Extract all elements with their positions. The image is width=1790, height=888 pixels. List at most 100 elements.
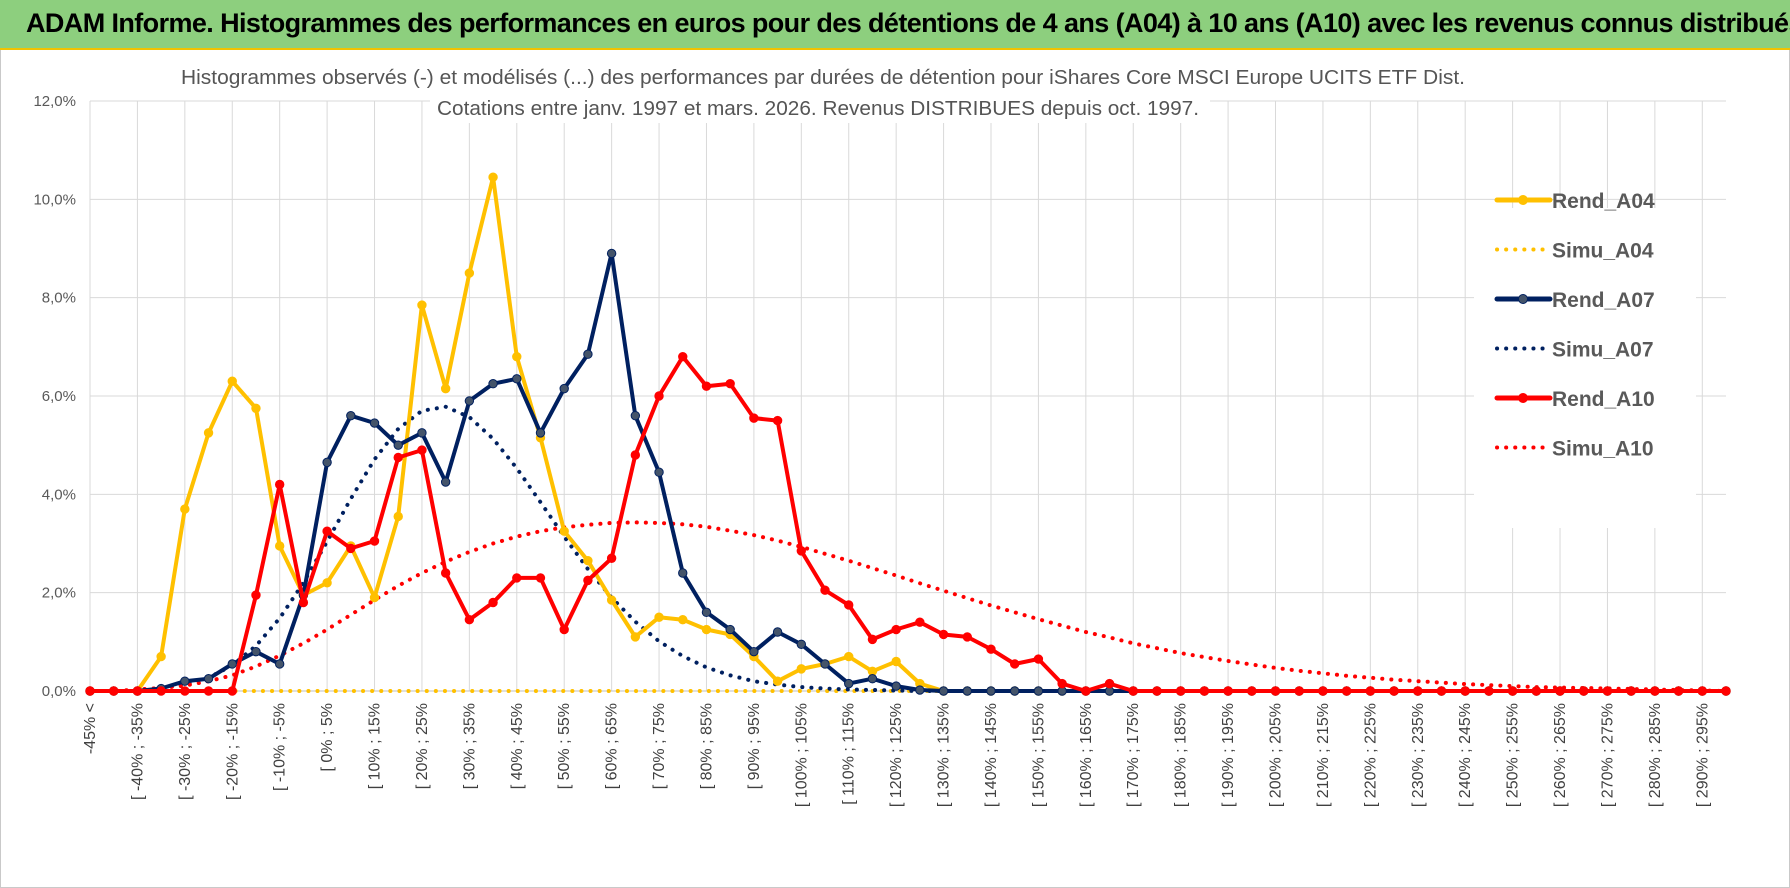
performance-histogram-chart: 0,0% 2,0% 4,0% 6,0% 8,0% 10,0% 12,0% -45% < [ -… <box>33 64 1731 807</box>
data-point-rend-a10 <box>1318 686 1328 696</box>
x-tick-label: [ -20% ; -15% <box>224 703 241 800</box>
data-point-rend-a10 <box>606 553 617 563</box>
data-point-rend-a07 <box>678 568 688 578</box>
x-tick-label: [ 180% ; 185% <box>1173 703 1190 807</box>
x-tick-label: [ 120% ; 125% <box>888 703 905 807</box>
data-point-rend-a07 <box>417 428 427 438</box>
data-point-rend-a10 <box>1531 686 1542 696</box>
data-point-rend-a07 <box>701 607 712 618</box>
data-point-rend-a04 <box>678 615 688 625</box>
data-point-rend-a10 <box>796 546 807 556</box>
data-point-rend-a07 <box>915 685 925 695</box>
data-point-rend-a07 <box>369 418 380 428</box>
x-tick-label: [ 220% ; 225% <box>1362 703 1379 807</box>
x-tick-label: [ -10% ; -5% <box>272 703 289 791</box>
data-point-rend-a04 <box>583 556 593 566</box>
chart-title: Histogrammes observés (-) et modélisés (… <box>181 67 1465 89</box>
data-point-rend-a10 <box>678 351 688 362</box>
data-point-rend-a04 <box>796 664 807 674</box>
x-tick-label: [ 70% ; 75% <box>651 703 668 789</box>
data-point-rend-a10 <box>1152 686 1162 696</box>
data-point-rend-a04 <box>772 676 783 686</box>
data-point-rend-a07 <box>630 410 641 421</box>
series-line-rend-a10 <box>88 354 1728 693</box>
data-point-rend-a07 <box>867 674 878 684</box>
data-point-rend-a10 <box>1081 686 1091 696</box>
data-point-rend-a07 <box>938 686 949 696</box>
x-tick-label: [ -40% ; -35% <box>129 703 146 800</box>
data-point-rend-a07 <box>725 624 735 635</box>
data-point-rend-a10 <box>1033 654 1044 664</box>
x-tick-label: [ 30% ; 35% <box>461 703 478 789</box>
data-point-rend-a04 <box>156 651 166 662</box>
x-tick-label: [ -30% ; -25% <box>177 703 194 800</box>
data-point-rend-a07 <box>464 396 475 406</box>
title-background <box>172 64 1474 92</box>
data-point-rend-a07 <box>535 428 546 438</box>
title-banner: ADAM Informe. Histogrammes des performan… <box>0 0 1790 50</box>
data-point-rend-a10 <box>1294 686 1304 696</box>
data-point-rend-a10 <box>488 597 498 608</box>
data-point-rend-a10 <box>1602 686 1613 696</box>
data-point-rend-a10 <box>1199 686 1210 696</box>
data-point-rend-a07 <box>606 248 617 259</box>
data-point-rend-a10 <box>1389 686 1399 696</box>
legend-label-rend-a07: Rend_A07 <box>1552 289 1655 312</box>
x-tick-label: [ 230% ; 235% <box>1410 703 1427 807</box>
data-point-rend-a10 <box>962 632 972 642</box>
data-point-rend-a10 <box>1579 686 1589 696</box>
data-point-rend-a10 <box>1650 686 1660 696</box>
data-point-rend-a10 <box>820 585 830 595</box>
x-tick-label: [ 190% ; 195% <box>1220 703 1237 807</box>
data-point-rend-a07 <box>488 379 498 389</box>
data-point-rend-a10 <box>1460 686 1470 696</box>
x-tick-label: [ 20% ; 25% <box>414 703 431 789</box>
x-tick-label: [ 150% ; 155% <box>1030 703 1047 807</box>
legend-label-rend-a10: Rend_A10 <box>1552 388 1655 411</box>
data-point-rend-a04 <box>512 351 522 362</box>
data-point-rend-a07 <box>844 678 854 689</box>
data-point-rend-a04 <box>180 504 190 514</box>
x-tick-label: [ 140% ; 145% <box>983 703 1000 807</box>
y-tick-label: 2,0% <box>42 585 76 602</box>
data-point-rend-a07 <box>772 627 783 637</box>
data-point-rend-a10 <box>1436 686 1447 696</box>
x-tick-label: -45% < <box>82 703 99 754</box>
data-point-rend-a10 <box>1413 686 1423 696</box>
x-tick-label: [ 60% ; 65% <box>604 703 621 789</box>
data-point-rend-a04 <box>488 172 498 182</box>
data-point-rend-a10 <box>535 573 546 583</box>
data-point-rend-a04 <box>891 656 901 667</box>
legend: Rend_A04 Simu_A04 Rend_A07 Simu_A07 Rend_A10… <box>1474 190 1696 528</box>
data-point-rend-a04 <box>227 376 237 386</box>
data-point-rend-a10 <box>772 415 783 426</box>
data-point-rend-a10 <box>132 686 143 696</box>
data-point-rend-a10 <box>654 391 664 401</box>
x-tick-label: [ 290% ; 295% <box>1694 703 1711 807</box>
data-point-rend-a07 <box>274 659 285 669</box>
legend-background <box>1474 208 1696 528</box>
data-point-rend-a10 <box>1721 686 1731 696</box>
chart-subtitle: Cotations entre janv. 1997 et mars. 2026… <box>437 98 1199 120</box>
data-point-rend-a10 <box>1484 686 1494 696</box>
x-tick-label: [ 80% ; 85% <box>698 703 715 789</box>
data-point-rend-a10 <box>417 445 427 455</box>
x-tick-label: [ 90% ; 95% <box>746 703 763 789</box>
series-layer <box>85 172 1731 696</box>
data-point-rend-a10 <box>346 543 356 554</box>
data-point-rend-a10 <box>559 624 569 635</box>
data-point-rend-a10 <box>440 568 451 578</box>
data-point-rend-a10 <box>630 450 641 460</box>
data-point-rend-a10 <box>109 686 119 696</box>
data-point-rend-a07 <box>322 457 332 468</box>
data-point-rend-a04 <box>701 624 712 635</box>
page-title: ADAM Informe. Histogrammes des performan… <box>26 8 1790 38</box>
y-tick-label: 0,0% <box>42 683 76 700</box>
x-tick-label: [ 260% ; 265% <box>1552 703 1569 807</box>
x-tick-label: [ 130% ; 135% <box>936 703 953 807</box>
data-point-rend-a07 <box>986 686 996 696</box>
x-tick-label: [ 170% ; 175% <box>1125 703 1142 807</box>
x-tick-label: [ 280% ; 285% <box>1647 703 1664 807</box>
data-point-rend-a04 <box>369 592 380 603</box>
x-axis: -45% < [ -40% ; -35% [ -30% ; -25% [ -20% ;… <box>82 690 1726 807</box>
